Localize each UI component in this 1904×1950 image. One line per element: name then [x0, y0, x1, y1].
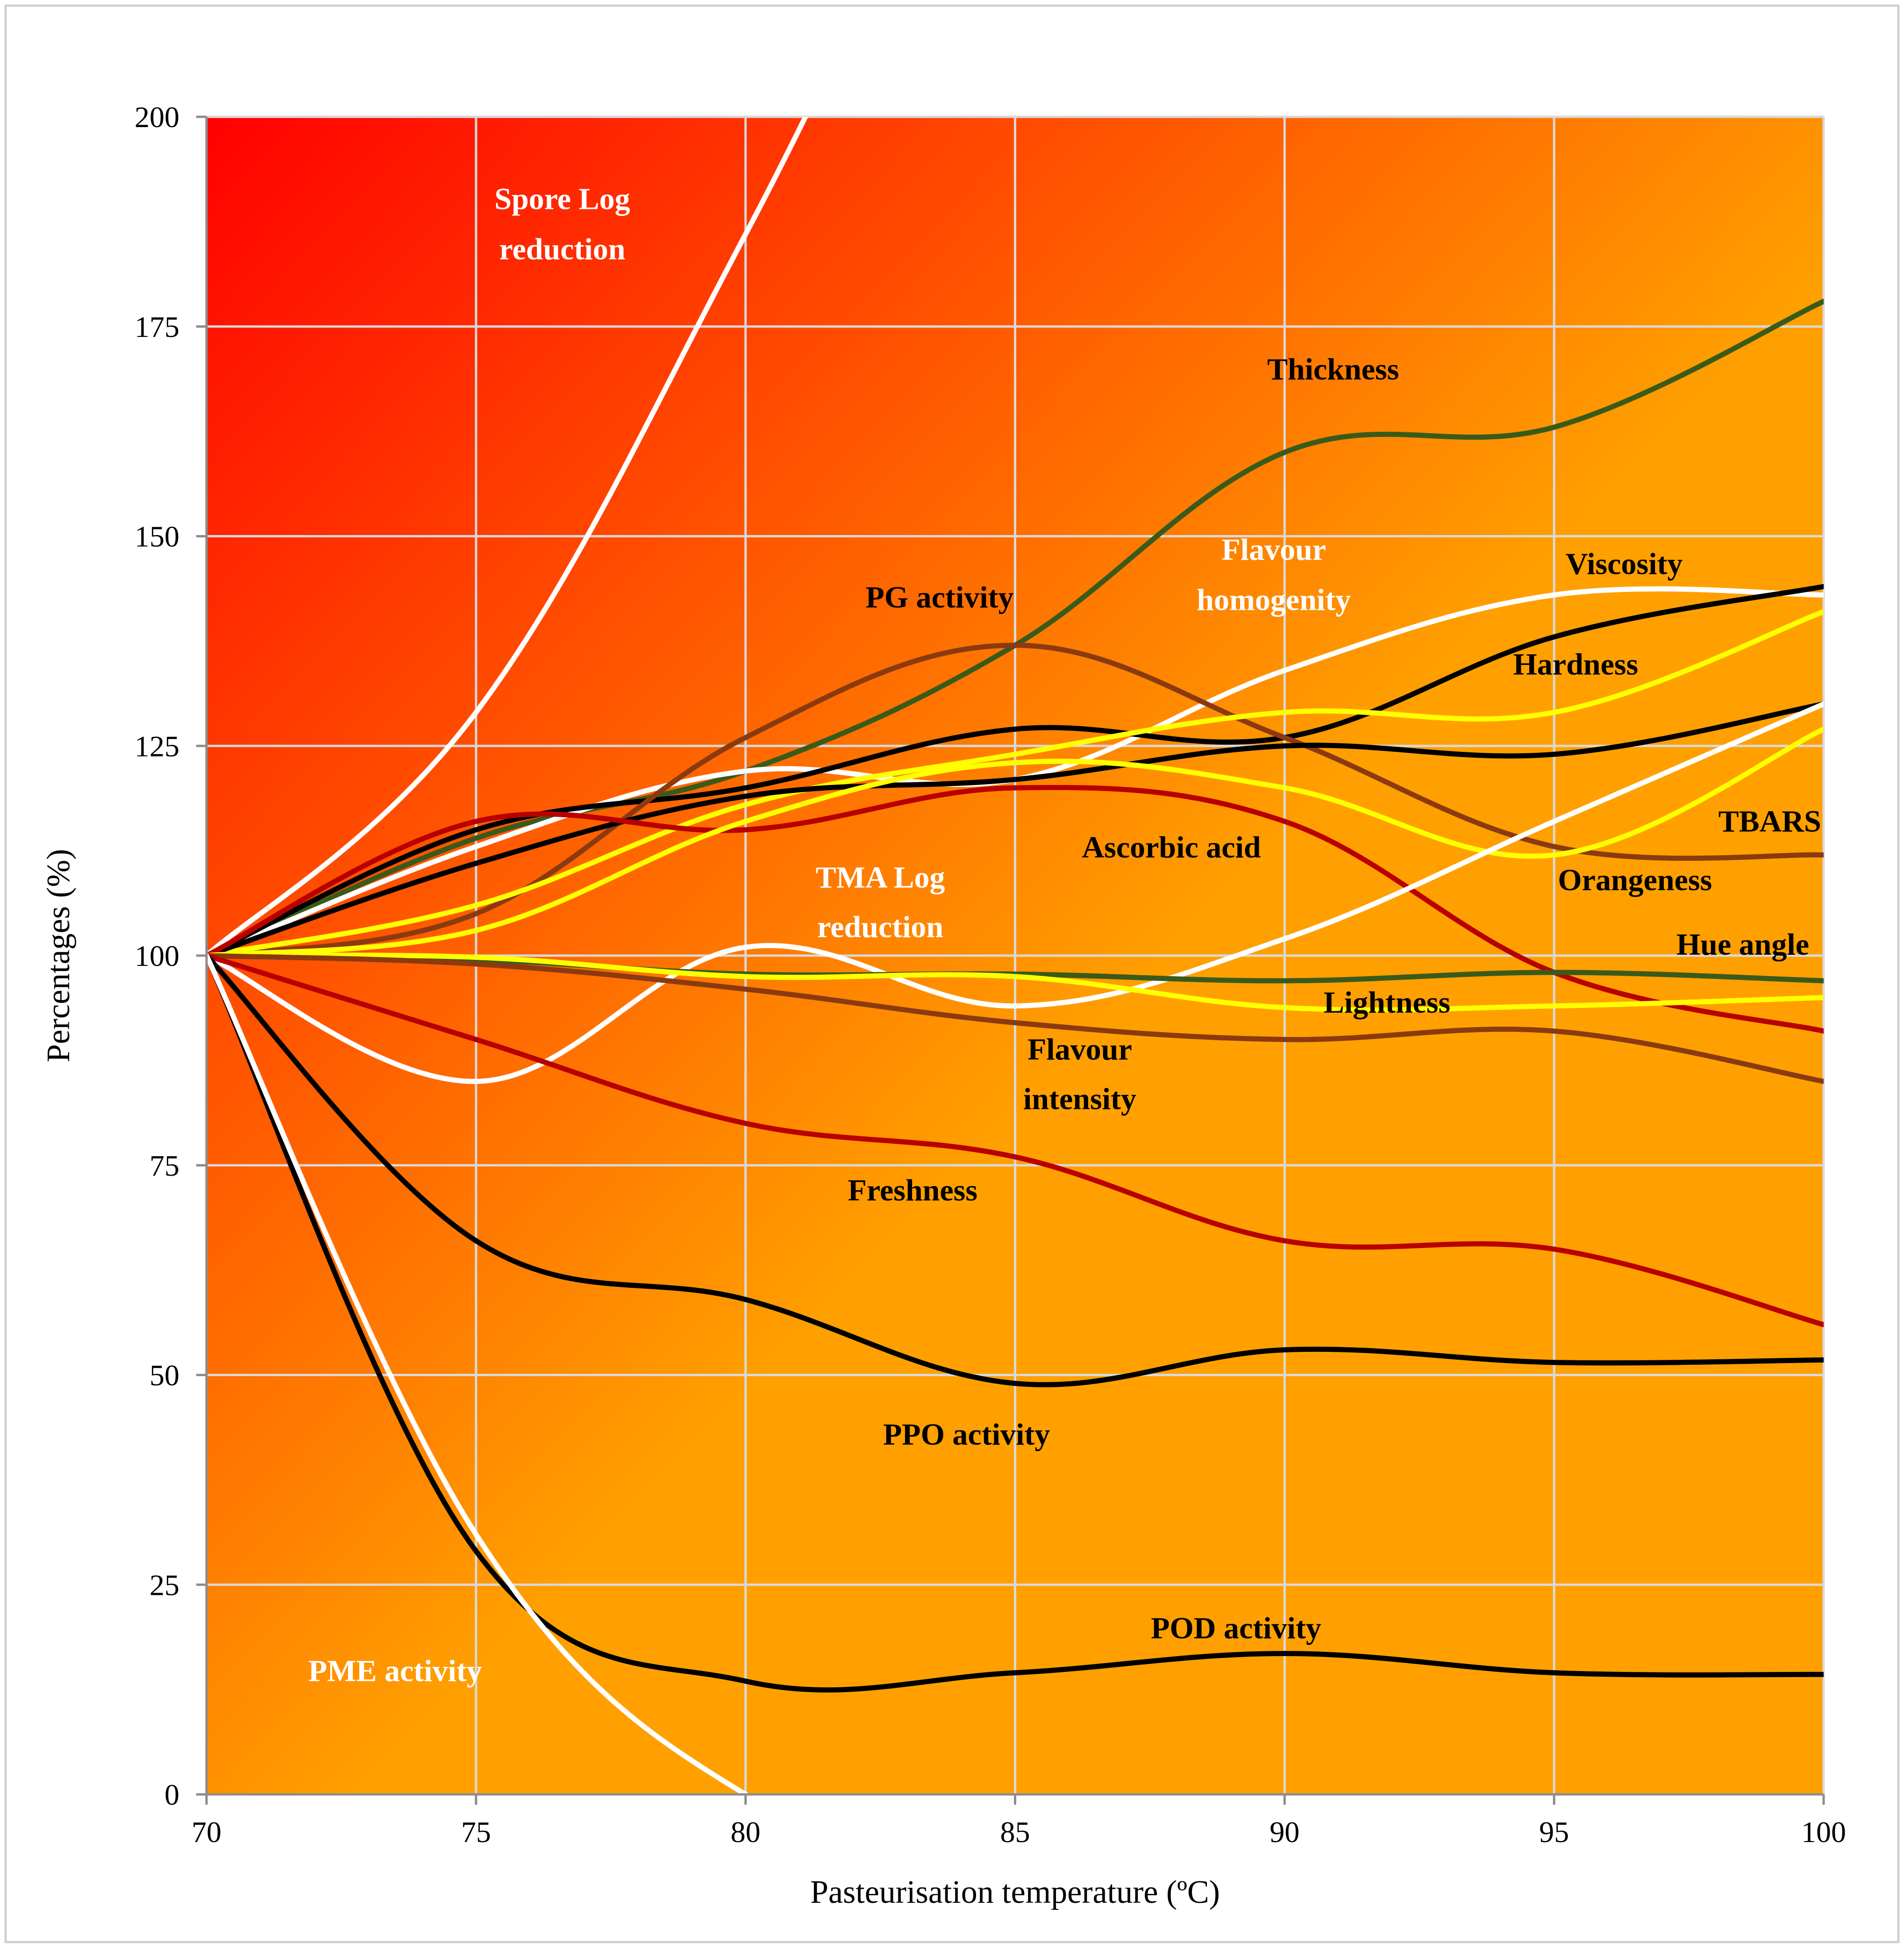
series-line-tbars — [207, 701, 1824, 958]
series-label: reduction — [817, 910, 943, 944]
series-line-pme-activity — [207, 953, 751, 1794]
y-tick-label: 200 — [135, 100, 179, 134]
x-tick-label: 70 — [192, 1815, 221, 1849]
series-line-pod-activity — [207, 953, 1824, 1693]
y-tick-label: 0 — [164, 1778, 179, 1811]
series-label: PG activity — [865, 580, 1013, 614]
series-label: Ascorbic acid — [1082, 830, 1261, 864]
y-tick-label: 175 — [135, 310, 179, 343]
series-label: Orangeness — [1558, 863, 1712, 897]
series-line-lightness — [207, 952, 1824, 1013]
axis-layer: 0 25 50 75 100 125 150 175 200 70 75 80 85 90 95 100 — [135, 100, 1846, 1849]
x-tick-label: 95 — [1539, 1815, 1569, 1849]
y-tick-label: 150 — [135, 520, 179, 553]
x-tick-label: 85 — [1000, 1815, 1030, 1849]
x-tick-label: 100 — [1801, 1815, 1846, 1849]
series-layer — [207, 117, 1824, 1794]
series-line-tma-log-reduction — [207, 701, 1824, 1084]
series-line-spore-log-reduction — [207, 117, 809, 958]
series-label: homogenity — [1197, 583, 1351, 617]
series-line-pg-activity — [207, 643, 1824, 958]
y-tick-label: 100 — [135, 939, 179, 972]
series-label: intensity — [1023, 1082, 1136, 1116]
series-label: TMA Log — [816, 861, 945, 895]
series-line-orangeness — [207, 726, 1824, 958]
series-line-ppo-activity — [207, 953, 1824, 1387]
series-label: PME activity — [308, 1654, 482, 1688]
series-label: Spore Log — [494, 182, 630, 216]
annotation-layer: Spore Log reduction Thickness Flavour homoge… — [308, 182, 1821, 1688]
series-label: Thickness — [1267, 352, 1399, 386]
series-label: reduction — [499, 232, 625, 266]
y-tick-label: 125 — [135, 729, 179, 763]
x-tick-label: 80 — [731, 1815, 761, 1849]
series-label: Viscosity — [1566, 547, 1683, 581]
series-label: Freshness — [848, 1173, 977, 1207]
y-tick-label: 25 — [150, 1568, 179, 1601]
series-label: Flavour — [1221, 533, 1326, 567]
y-axis-title: Percentages (%) — [41, 849, 77, 1063]
series-line-hardness — [207, 609, 1824, 958]
y-tick-label: 50 — [150, 1359, 179, 1392]
series-label: TBARS — [1719, 804, 1821, 838]
series-label: Lightness — [1324, 986, 1450, 1020]
series-label: Flavour — [1027, 1033, 1132, 1067]
x-tick-label: 75 — [461, 1815, 491, 1849]
series-line-viscosity — [207, 584, 1824, 958]
series-line-freshness — [207, 953, 1824, 1328]
x-axis-title: Pasteurisation temperature (ºC) — [810, 1874, 1220, 1910]
series-label: POD activity — [1151, 1611, 1321, 1645]
series-line-flavour-intensity — [207, 953, 1824, 1084]
y-tick-label: 75 — [150, 1149, 179, 1182]
x-tick-label: 90 — [1269, 1815, 1299, 1849]
series-label: PPO activity — [883, 1417, 1050, 1451]
series-label: Hue angle — [1676, 928, 1809, 962]
series-label: Hardness — [1513, 648, 1638, 682]
